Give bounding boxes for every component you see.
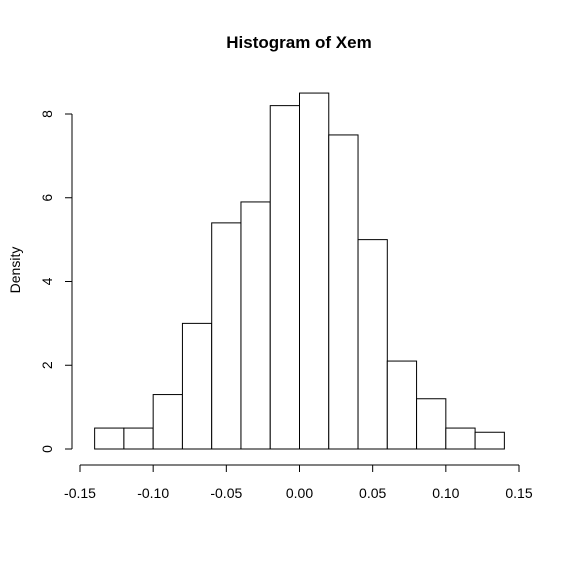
histogram-bar [445, 427, 476, 450]
y-axis-label: Density [7, 247, 23, 294]
histogram-bar [152, 394, 183, 450]
histogram-bar [474, 431, 505, 450]
histogram-bar [181, 322, 213, 450]
x-tick-label: -0.15 [64, 485, 96, 501]
histogram-bar [123, 427, 154, 450]
histogram-bar [269, 105, 301, 450]
x-tick-label: -0.05 [210, 485, 242, 501]
x-tick-label: 0.10 [432, 485, 459, 501]
y-tick-label: 4 [39, 277, 55, 285]
x-axis: -0.15 -0.10 -0.05 0.00 0.05 0.10 0.15 [64, 464, 533, 501]
histogram-bar [240, 201, 271, 450]
histogram-bar [299, 92, 330, 450]
chart-title: Histogram of Xem [226, 33, 371, 52]
bars-group [94, 92, 505, 450]
histogram-bar [357, 239, 388, 450]
x-tick-label: -0.10 [137, 485, 169, 501]
histogram-bar [416, 398, 447, 450]
histogram-bar [94, 427, 125, 450]
y-tick-label: 8 [39, 110, 55, 118]
x-tick-label: 0.15 [505, 485, 532, 501]
y-tick-label: 2 [39, 361, 55, 369]
y-axis: 0 2 4 6 8 [39, 110, 73, 453]
y-tick-label: 6 [39, 194, 55, 202]
histogram-bar [386, 360, 418, 450]
x-tick-label: 0.00 [286, 485, 313, 501]
histogram-bar [328, 134, 359, 450]
x-tick-label: 0.05 [359, 485, 386, 501]
histogram-bar [211, 222, 242, 450]
y-tick-label: 0 [39, 445, 55, 453]
